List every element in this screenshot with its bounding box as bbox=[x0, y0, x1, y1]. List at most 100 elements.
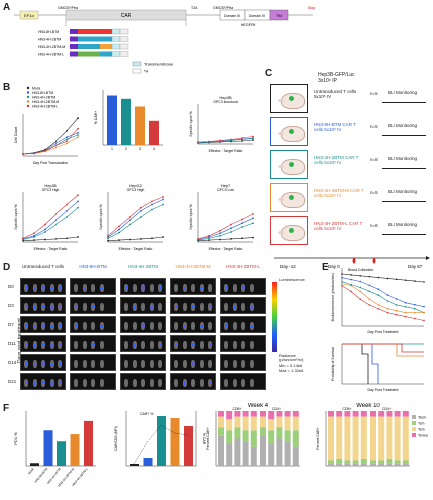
mouse-silhouette bbox=[99, 341, 104, 349]
mouse-silhouette bbox=[149, 341, 154, 349]
bar bbox=[121, 98, 131, 145]
mouse-illustration bbox=[278, 192, 305, 208]
legend-label: HN3-4H-2BTM-L bbox=[32, 105, 58, 109]
group-arrow bbox=[382, 168, 426, 169]
construct-label: HN3-8H-BTM bbox=[38, 30, 59, 34]
column-header: Untransduced T cells bbox=[21, 264, 65, 269]
bar bbox=[184, 426, 193, 466]
mouse-silhouette bbox=[99, 360, 104, 368]
luminescence-signal bbox=[58, 286, 62, 289]
legend-h: *H bbox=[144, 69, 149, 74]
bli-image bbox=[120, 354, 166, 371]
bli-image bbox=[170, 297, 216, 314]
luminescence-signal bbox=[100, 325, 103, 328]
series-line bbox=[197, 138, 254, 144]
timeline-day-minus12: Day -12 bbox=[280, 264, 296, 269]
luminescence-signal bbox=[58, 381, 62, 384]
y-axis-label: PD1 % bbox=[13, 432, 18, 445]
bli-image bbox=[20, 297, 66, 314]
luminescence-signal bbox=[133, 306, 136, 309]
bar-category-label: Mock bbox=[27, 467, 35, 475]
luminescence-signal bbox=[191, 305, 195, 308]
construct-segment bbox=[78, 29, 100, 34]
luminescence-signal bbox=[224, 324, 228, 327]
legend-label: HN3-4H-2BTM bbox=[32, 96, 55, 100]
stacked-segment bbox=[352, 411, 359, 417]
stacked-segment bbox=[218, 416, 224, 428]
group-n: n=8 bbox=[370, 223, 378, 228]
group-arrow bbox=[382, 201, 426, 202]
hegfr-label: hEGFRt bbox=[241, 22, 256, 27]
panel-d-column-headers: Untransduced T cells HN3-8H-BTM HN3-4H-2BT… bbox=[18, 264, 268, 278]
group-n: n=5 bbox=[370, 91, 378, 96]
y-axis-label: Probability of Survival bbox=[331, 347, 335, 381]
bar bbox=[143, 458, 153, 466]
stacked-segment bbox=[394, 460, 401, 464]
luminescence-signal bbox=[191, 362, 195, 365]
bli-image bbox=[170, 278, 216, 295]
bli-image bbox=[70, 278, 116, 295]
x-axis-label: Effector : Target Ratio bbox=[209, 149, 243, 153]
mouse-silhouette bbox=[224, 303, 228, 311]
construct-segment bbox=[70, 51, 78, 57]
mouse-silhouette bbox=[241, 303, 245, 311]
stacked-segment bbox=[268, 430, 275, 444]
day-label: D7 bbox=[8, 322, 14, 327]
stacked-segment bbox=[284, 416, 291, 431]
treatment-group-label: Untransduced T cells 5x10⁶ IV bbox=[314, 89, 357, 99]
luminescence-signal bbox=[24, 362, 28, 365]
chart-subtitle: GPC3 Low bbox=[217, 188, 234, 192]
treatment-group-box bbox=[270, 183, 308, 212]
x-axis-label: Effector : Target Ratio bbox=[34, 247, 68, 251]
mouse-silhouette bbox=[82, 379, 87, 387]
stacked-segment bbox=[292, 411, 299, 417]
bli-image bbox=[120, 335, 166, 352]
stacked-segment bbox=[370, 411, 376, 417]
chart-subtitle: GPC3 High bbox=[42, 188, 60, 192]
mouse-silhouette bbox=[149, 284, 154, 292]
stacked-segment bbox=[284, 430, 291, 442]
x-axis-label: Day Post Treatment bbox=[368, 330, 399, 334]
legend-marker bbox=[26, 104, 30, 108]
construct-segment bbox=[70, 44, 78, 49]
construct-segment bbox=[111, 43, 121, 50]
mouse-silhouette bbox=[82, 341, 87, 349]
x-axis-label: Effector : Target Ratio bbox=[119, 247, 153, 251]
tm-label: TM bbox=[276, 13, 282, 18]
stacked-segment bbox=[402, 411, 409, 417]
stacked-segment bbox=[226, 444, 233, 466]
series-line bbox=[197, 218, 254, 240]
car-percent-line bbox=[133, 424, 189, 465]
mouse-silhouette bbox=[232, 360, 237, 368]
luminescence-signal bbox=[58, 343, 62, 346]
mouse-silhouette bbox=[174, 360, 178, 368]
construct-segment bbox=[100, 36, 112, 42]
mouse-silhouette bbox=[224, 379, 228, 387]
series-line bbox=[22, 132, 79, 155]
bli-image bbox=[220, 373, 266, 390]
luminescence-signal bbox=[141, 324, 145, 327]
linker-left-label: GMCSF/Pfra bbox=[58, 6, 78, 10]
stacked-segment bbox=[242, 430, 249, 442]
construct-segment bbox=[78, 36, 100, 42]
group-n: n=8 bbox=[370, 157, 378, 162]
construct-segment bbox=[119, 51, 129, 57]
stacked-segment bbox=[226, 419, 233, 431]
stacked-segment bbox=[250, 430, 257, 447]
series-line bbox=[107, 204, 164, 239]
panel-b-letter: B bbox=[3, 82, 11, 93]
mouse-illustration bbox=[278, 225, 305, 241]
group-arrow bbox=[382, 234, 426, 235]
domain3-label: Domain III bbox=[224, 14, 240, 18]
bar-category-label: 3 bbox=[139, 147, 141, 151]
series-line bbox=[107, 199, 164, 238]
mouse-silhouette bbox=[199, 379, 204, 387]
panel-c-header: Hep3B-GFP/Luc bbox=[318, 72, 355, 78]
luminescence-signal bbox=[24, 324, 28, 327]
group-outcome: BLI Monitoring bbox=[388, 222, 418, 227]
tumor-spot bbox=[289, 96, 294, 101]
y-axis-label: CAR/CD3 (MFI) bbox=[114, 426, 118, 451]
domain4-label: Domain IV bbox=[249, 14, 266, 18]
luminescence-signal bbox=[58, 324, 62, 327]
series-line bbox=[197, 213, 254, 240]
